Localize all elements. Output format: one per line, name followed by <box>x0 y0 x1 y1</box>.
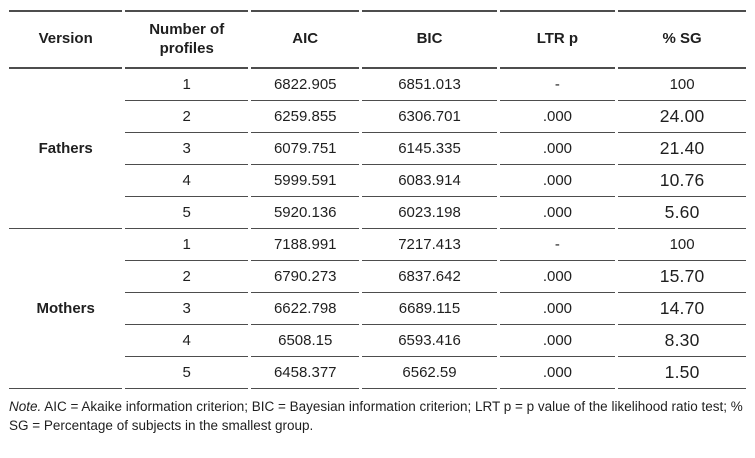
profiles-cell: 4 <box>125 165 249 197</box>
table-row-mothers-1: Mothers 1 7188.991 7217.413 - 100 <box>9 229 746 389</box>
aic-cell: 6079.751 <box>251 133 360 165</box>
profiles-cell: 1 <box>125 229 249 261</box>
table-row-mothers-4: 4 6508.15 6593.416 .000 8.30 <box>9 325 746 357</box>
col-header-ltr-p: LTR p <box>499 10 616 69</box>
sg-cell: 24.00 <box>618 101 746 133</box>
table-row-fathers-4: 4 5999.591 6083.914 .000 10.76 <box>9 165 746 197</box>
bic-cell: 6023.198 <box>362 197 497 229</box>
ltr-p-cell: .000 <box>499 261 616 293</box>
group-label-fathers: Fathers <box>9 69 123 229</box>
aic-cell: 6458.377 <box>251 357 360 389</box>
sg-cell: 15.70 <box>618 261 746 293</box>
table-note: Note. AIC = Akaike information criterion… <box>6 389 749 436</box>
sg-cell: 1.50 <box>618 357 746 389</box>
aic-cell: 6259.855 <box>251 101 360 133</box>
aic-cell: 6822.905 <box>251 69 360 101</box>
sg-cell: 5.60 <box>618 197 746 229</box>
table-row-mothers-2: 2 6790.273 6837.642 .000 15.70 <box>9 261 746 293</box>
col-header-aic: AIC <box>251 10 360 69</box>
group-label-mothers: Mothers <box>9 229 123 389</box>
note-text: AIC = Akaike information criterion; BIC … <box>9 399 743 433</box>
aic-cell: 6622.798 <box>251 293 360 325</box>
bic-cell: 7217.413 <box>362 229 497 261</box>
profiles-cell: 1 <box>125 69 249 101</box>
aic-cell: 5999.591 <box>251 165 360 197</box>
bic-cell: 6083.914 <box>362 165 497 197</box>
profile-fit-table: Version Number of profiles AIC BIC LTR p … <box>6 10 749 389</box>
ltr-p-cell: .000 <box>499 293 616 325</box>
aic-cell: 5920.136 <box>251 197 360 229</box>
table-row-mothers-5: 5 6458.377 6562.59 .000 1.50 <box>9 357 746 389</box>
bic-cell: 6306.701 <box>362 101 497 133</box>
table-row-mothers-3: 3 6622.798 6689.115 .000 14.70 <box>9 293 746 325</box>
bic-cell: 6145.335 <box>362 133 497 165</box>
ltr-p-cell: .000 <box>499 101 616 133</box>
ltr-p-cell: .000 <box>499 357 616 389</box>
document-page: Version Number of profiles AIC BIC LTR p … <box>6 10 749 436</box>
aic-cell: 6790.273 <box>251 261 360 293</box>
ltr-p-cell: - <box>499 69 616 101</box>
ltr-p-cell: .000 <box>499 133 616 165</box>
bic-cell: 6689.115 <box>362 293 497 325</box>
aic-cell: 7188.991 <box>251 229 360 261</box>
table-row-fathers-3: 3 6079.751 6145.335 .000 21.40 <box>9 133 746 165</box>
sg-cell: 100 <box>618 229 746 261</box>
sg-cell: 14.70 <box>618 293 746 325</box>
bic-cell: 6837.642 <box>362 261 497 293</box>
table-row-fathers-1: Fathers 1 6822.905 6851.013 - 100 <box>9 69 746 229</box>
ltr-p-cell: - <box>499 229 616 261</box>
profiles-cell: 2 <box>125 261 249 293</box>
profiles-cell: 5 <box>125 197 249 229</box>
sg-cell: 100 <box>618 69 746 101</box>
ltr-p-cell: .000 <box>499 197 616 229</box>
sg-cell: 10.76 <box>618 165 746 197</box>
ltr-p-cell: .000 <box>499 165 616 197</box>
aic-cell: 6508.15 <box>251 325 360 357</box>
col-header-version: Version <box>9 10 123 69</box>
ltr-p-cell: .000 <box>499 325 616 357</box>
table-row-fathers-2: 2 6259.855 6306.701 .000 24.00 <box>9 101 746 133</box>
profiles-cell: 3 <box>125 133 249 165</box>
col-header-profiles-line1: Number of <box>149 20 225 38</box>
bic-cell: 6593.416 <box>362 325 497 357</box>
col-header-profiles: Number of profiles <box>125 10 249 69</box>
col-header-profiles-line2: profiles <box>159 39 214 57</box>
profiles-cell: 5 <box>125 357 249 389</box>
profiles-cell: 2 <box>125 101 249 133</box>
table-row-fathers-5: 5 5920.136 6023.198 .000 5.60 <box>9 197 746 229</box>
profiles-cell: 3 <box>125 293 249 325</box>
bic-cell: 6851.013 <box>362 69 497 101</box>
profiles-cell: 4 <box>125 325 249 357</box>
header-row: Version Number of profiles AIC BIC LTR p … <box>9 10 746 69</box>
sg-cell: 21.40 <box>618 133 746 165</box>
col-header-sg: % SG <box>618 10 746 69</box>
sg-cell: 8.30 <box>618 325 746 357</box>
col-header-bic: BIC <box>362 10 497 69</box>
bic-cell: 6562.59 <box>362 357 497 389</box>
note-prefix: Note. <box>9 399 42 414</box>
